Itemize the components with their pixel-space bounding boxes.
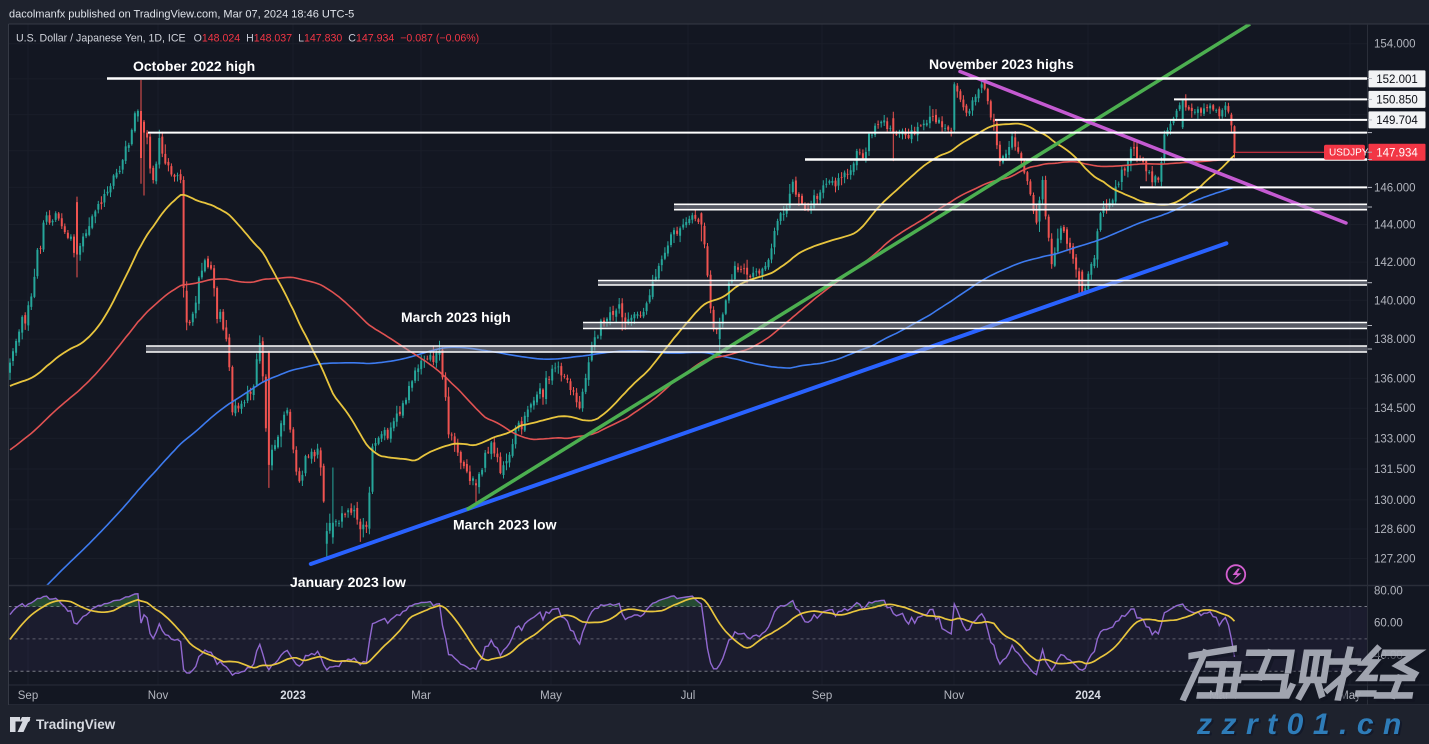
svg-text:140.000: 140.000	[1374, 295, 1416, 307]
svg-text:152.001: 152.001	[1376, 74, 1418, 86]
svg-text:U.S. Dollar / Japanese Yen, 1D: U.S. Dollar / Japanese Yen, 1D, ICEO148.…	[16, 33, 479, 45]
svg-text:144.000: 144.000	[1374, 220, 1416, 232]
svg-text:October 2022 high: October 2022 high	[133, 58, 255, 74]
svg-text:133.000: 133.000	[1374, 433, 1416, 445]
svg-text:146.000: 146.000	[1374, 182, 1416, 194]
svg-text:January 2023 low: January 2023 low	[290, 574, 406, 590]
svg-text:Sep: Sep	[18, 690, 38, 702]
svg-text:149.704: 149.704	[1376, 115, 1418, 127]
svg-text:138.000: 138.000	[1374, 334, 1416, 346]
svg-text:128.600: 128.600	[1374, 524, 1416, 536]
svg-text:Nov: Nov	[944, 690, 965, 702]
svg-text:131.500: 131.500	[1374, 464, 1416, 476]
svg-text:March 2023 low: March 2023 low	[453, 517, 557, 533]
svg-text:150.850: 150.850	[1376, 95, 1418, 107]
svg-text:zzrt01.cn: zzrt01.cn	[1196, 708, 1411, 739]
svg-text:134.500: 134.500	[1374, 403, 1416, 415]
svg-text:Mar: Mar	[411, 690, 431, 702]
svg-text:130.000: 130.000	[1374, 495, 1416, 507]
svg-text:TradingView: TradingView	[36, 717, 116, 732]
svg-text:Sep: Sep	[812, 690, 832, 702]
svg-text:147.934: 147.934	[1376, 147, 1418, 159]
svg-text:USDJPY: USDJPY	[1329, 148, 1369, 159]
svg-text:127.200: 127.200	[1374, 554, 1416, 566]
svg-text:May: May	[540, 690, 562, 702]
svg-text:154.000: 154.000	[1374, 39, 1416, 51]
svg-text:2023: 2023	[280, 690, 306, 702]
svg-text:142.000: 142.000	[1374, 257, 1416, 269]
svg-text:Jul: Jul	[681, 690, 696, 702]
svg-text:March 2023 high: March 2023 high	[401, 309, 511, 325]
svg-text:Nov: Nov	[148, 690, 169, 702]
svg-text:136.000: 136.000	[1374, 373, 1416, 385]
svg-text:80.00: 80.00	[1374, 585, 1403, 597]
svg-text:2024: 2024	[1075, 690, 1101, 702]
svg-text:60.00: 60.00	[1374, 618, 1403, 630]
svg-text:November 2023 highs: November 2023 highs	[929, 56, 1074, 72]
svg-text:dacolmanfx published on Tradin: dacolmanfx published on TradingView.com,…	[9, 9, 354, 21]
